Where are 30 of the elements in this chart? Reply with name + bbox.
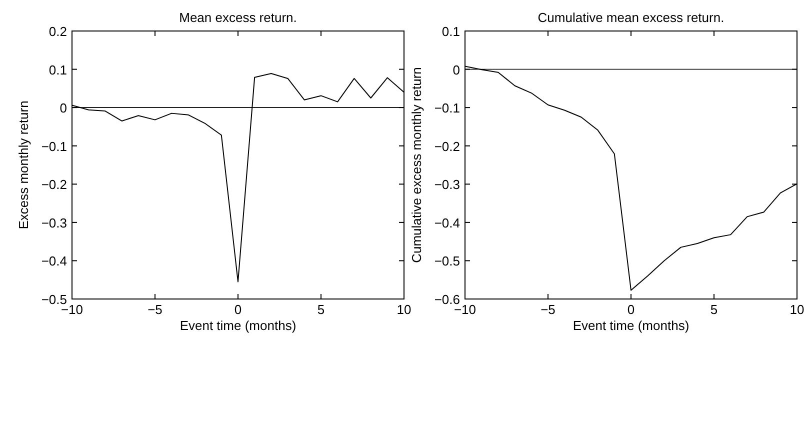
y-tick-label: 0 bbox=[60, 100, 67, 116]
y-tick-label: 0.1 bbox=[442, 24, 460, 39]
y-tick-label: −0.2 bbox=[41, 177, 67, 192]
chart-title: Cumulative mean excess return. bbox=[538, 10, 724, 25]
x-tick-label: 5 bbox=[317, 302, 325, 317]
x-tick-label: 5 bbox=[710, 302, 718, 317]
y-axis-title: Excess monthly return bbox=[16, 100, 31, 230]
x-tick-label: −5 bbox=[148, 302, 162, 317]
x-tick-label: −5 bbox=[540, 302, 556, 317]
y-tick-label: −0.1 bbox=[41, 138, 67, 154]
y-tick-label: −0.4 bbox=[434, 215, 460, 230]
y-tick-label: −0.4 bbox=[41, 254, 67, 269]
y-tick-label: −0.5 bbox=[434, 254, 460, 269]
y-tick-label: −0.6 bbox=[434, 292, 460, 307]
chart-title: Mean excess return. bbox=[179, 10, 297, 25]
y-tick-label: 0 bbox=[452, 62, 460, 78]
y-tick-label: −0.3 bbox=[41, 215, 67, 230]
x-tick-label: 0 bbox=[234, 302, 242, 317]
y-tick-label: −0.3 bbox=[434, 177, 460, 192]
x-tick-label: 10 bbox=[396, 302, 412, 317]
x-tick-label: 10 bbox=[790, 302, 804, 317]
y-tick-label: −0.2 bbox=[434, 138, 460, 154]
y-axis-title: Cumulative excess monthly return bbox=[409, 67, 424, 263]
y-tick-label: 0.2 bbox=[48, 24, 67, 39]
x-axis-title: Event time (months) bbox=[180, 318, 296, 333]
y-tick-label: 0.1 bbox=[48, 62, 67, 78]
y-tick-label: −0.1 bbox=[434, 100, 460, 116]
y-tick-label: −0.5 bbox=[41, 292, 67, 307]
x-tick-label: 0 bbox=[627, 302, 635, 317]
x-axis-title: Event time (months) bbox=[572, 318, 690, 333]
